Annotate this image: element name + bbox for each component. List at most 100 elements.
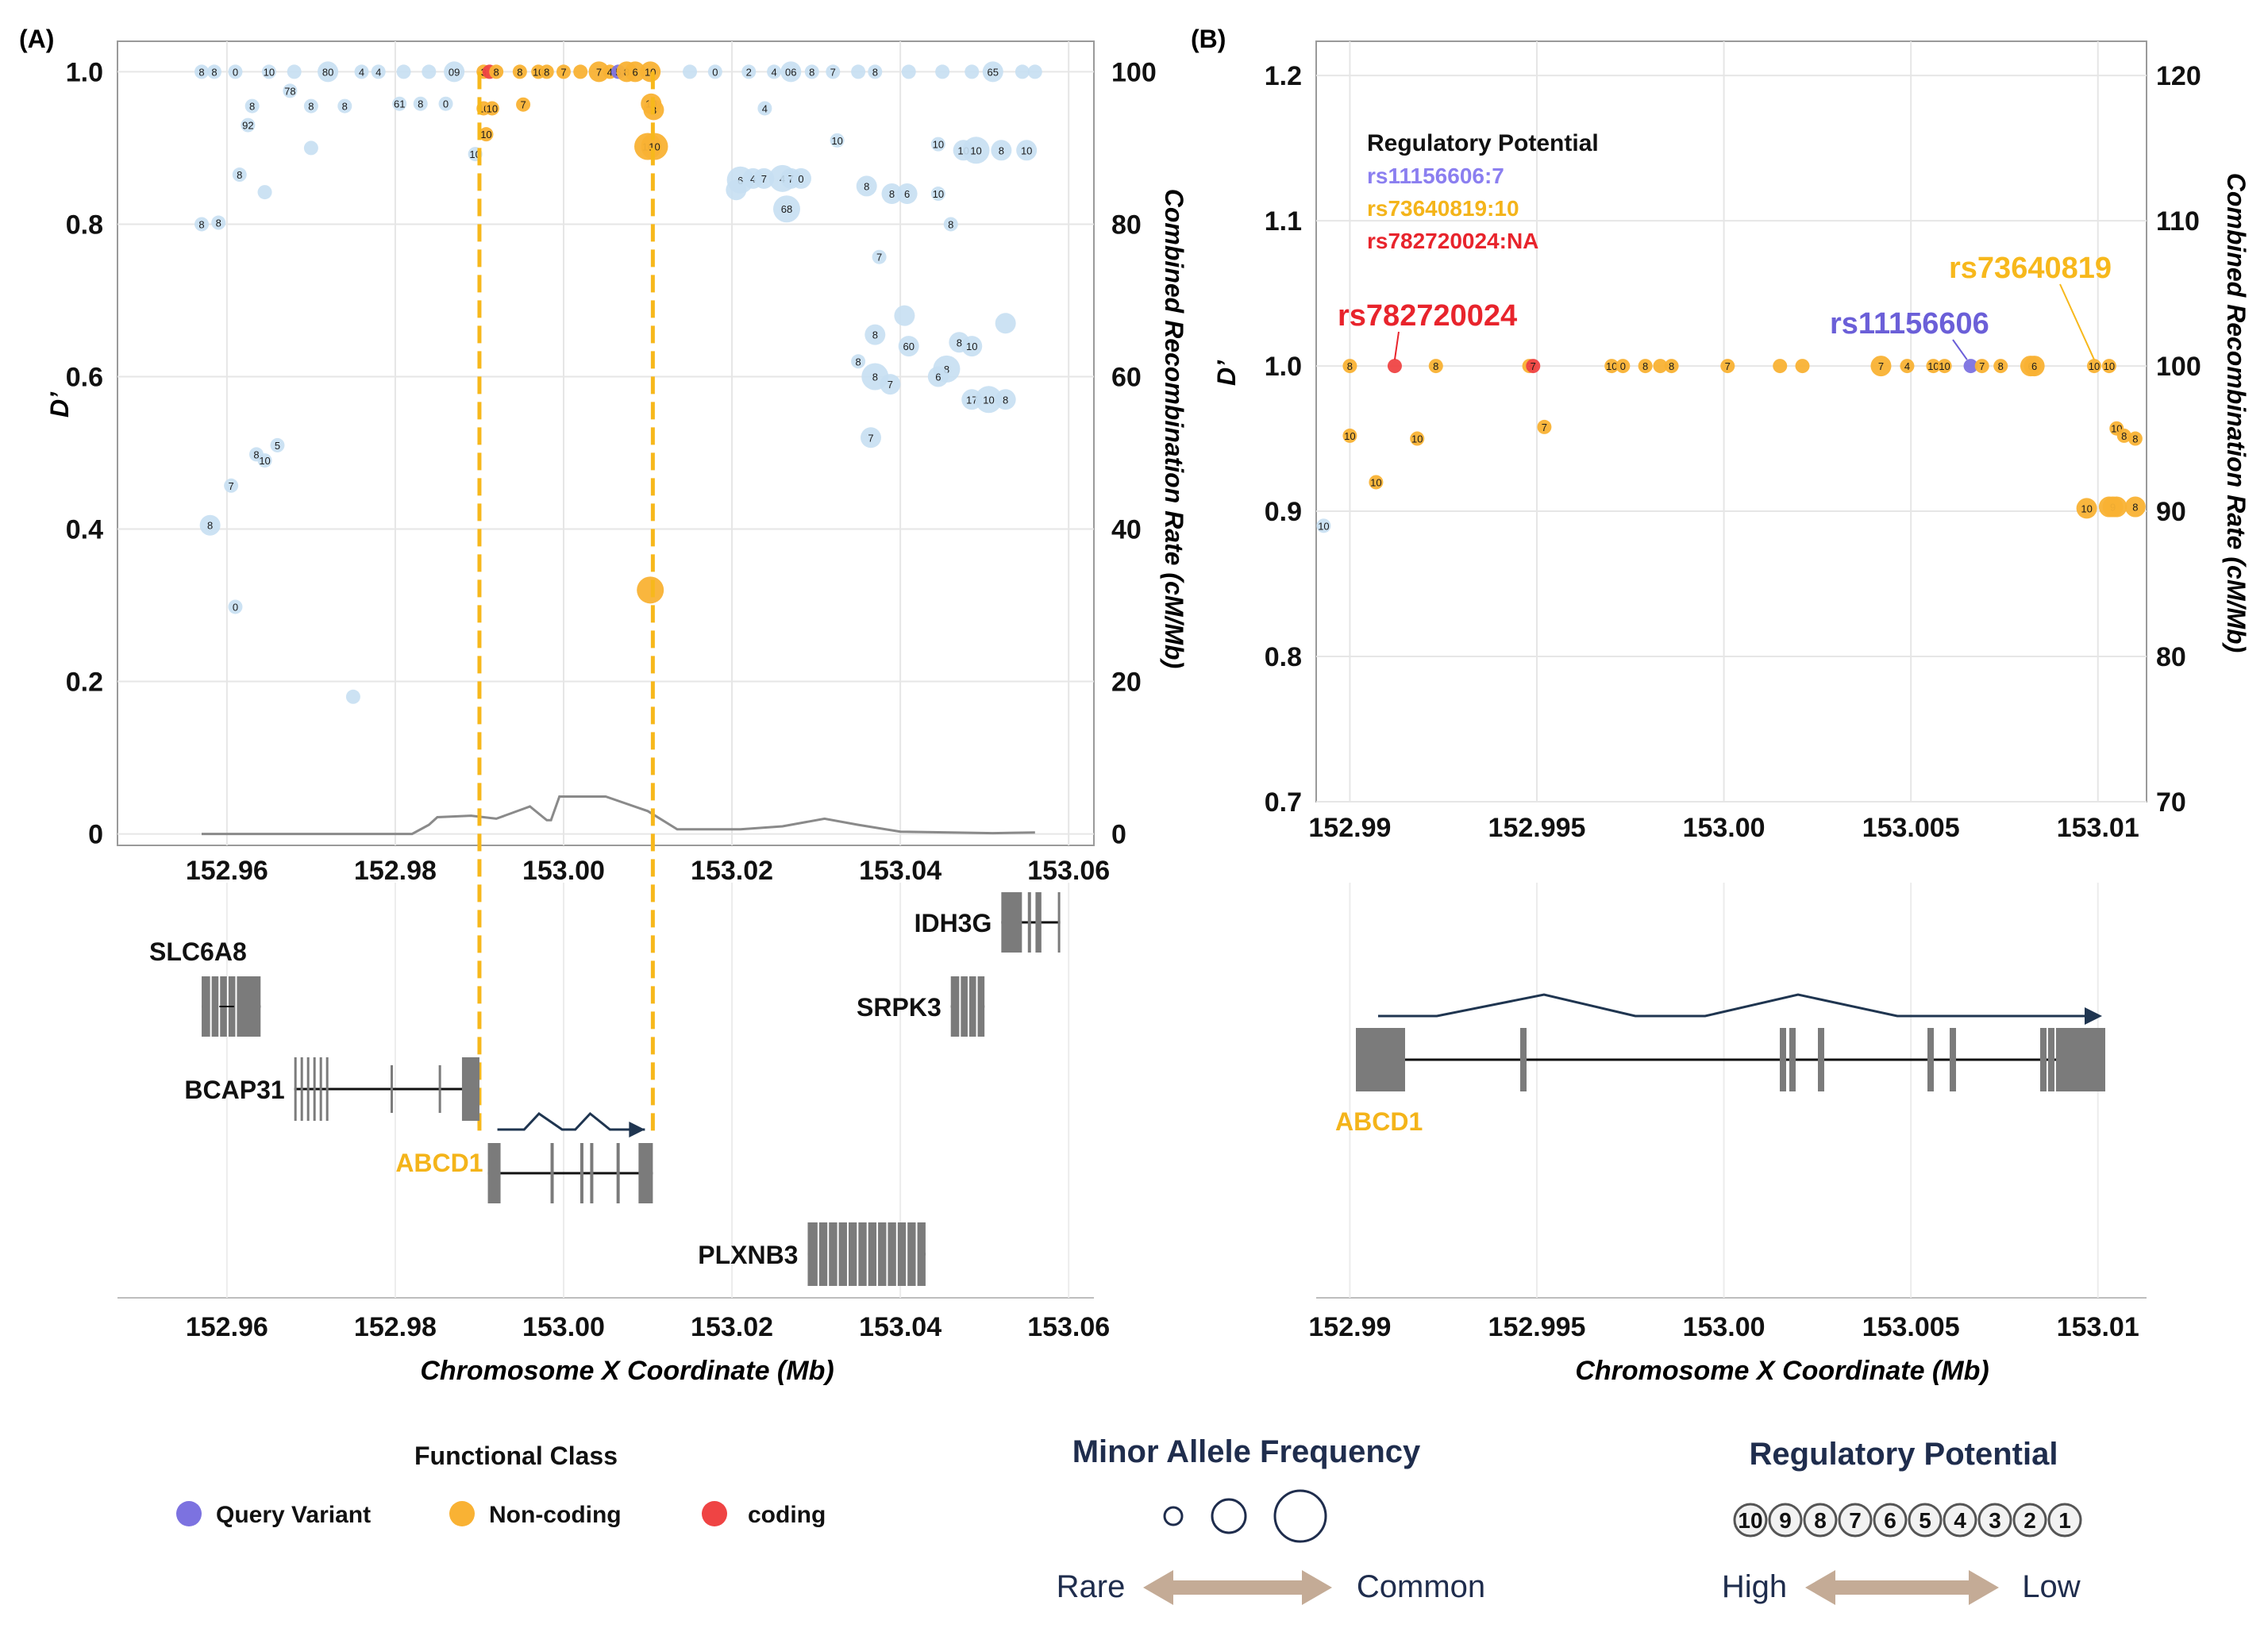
panel-b-y2-tick-label: 80 bbox=[2156, 642, 2186, 672]
panel-b-point-label: 10 bbox=[1606, 360, 1617, 372]
regulatory-line-query: rs11156606:7 bbox=[1367, 164, 1504, 188]
panel-b-point-label: 4 bbox=[1904, 360, 1910, 372]
gene-srpk3-label: SRPK3 bbox=[857, 993, 941, 1022]
panel-a-point-light bbox=[257, 185, 272, 200]
panel-a-point-noncoding bbox=[573, 64, 588, 79]
reg-scale-circle bbox=[1803, 1503, 1838, 1538]
gene-abcd1-exon bbox=[616, 1143, 620, 1203]
panel-b-point-label: 10 bbox=[1370, 476, 1381, 488]
regulatory-line-noncoding: rs73640819:10 bbox=[1367, 196, 1519, 221]
panel-a-point-light bbox=[753, 167, 775, 189]
panel-b-annotation-leader bbox=[1393, 331, 1400, 360]
panel-b-point-query bbox=[1963, 359, 1978, 374]
panel-b-y2-tick-label: 110 bbox=[2156, 206, 2200, 237]
panel-b-point-noncoding bbox=[1795, 359, 1810, 374]
gene-slc6a8-intron-gap bbox=[235, 976, 237, 1037]
panel-a-point-light bbox=[1027, 64, 1042, 79]
panel-b-y-tick-label: 1.1 bbox=[1265, 206, 1302, 237]
panel-b-point-noncoding bbox=[2106, 496, 2127, 518]
panel-b-point-noncoding bbox=[1870, 356, 1892, 377]
panel-a-point-label: 7 bbox=[830, 66, 836, 78]
gene-bcap31-exon bbox=[390, 1065, 393, 1113]
panel-a-point-label: 4 bbox=[762, 102, 768, 114]
panel-b-point-noncoding bbox=[2124, 496, 2146, 518]
panel-a-point-label: 8 bbox=[211, 66, 217, 78]
panel-a-point-label: 6 bbox=[904, 188, 910, 200]
panel-b-point-noncoding bbox=[2087, 359, 2102, 374]
panel-b-point-noncoding bbox=[1369, 475, 1384, 490]
panel-a-point-label: 6 bbox=[935, 371, 941, 383]
panel-a-y2-axis-title: Combined Recombination Rate (cM/Mb) bbox=[1160, 189, 1188, 668]
panel-b-x-tick-label: 153.00 bbox=[1683, 813, 1765, 843]
panel-a-y-tick-label: 0 bbox=[88, 820, 103, 850]
panel-a-point-light bbox=[791, 167, 811, 189]
panel-a-point-label: 06 bbox=[785, 66, 796, 78]
panel-a-point-light bbox=[199, 514, 221, 536]
panel-a-point-label: 8 bbox=[198, 218, 204, 230]
panel-a-point-label: 0 bbox=[233, 601, 238, 613]
panel-a-right-ticks: 0 20 40 60 80 100 bbox=[1111, 57, 1157, 849]
panel-a-x-tick-label: 153.02 bbox=[691, 856, 773, 886]
panel-a-point-label: 0 bbox=[798, 173, 803, 185]
panel-a-point-light bbox=[1015, 64, 1030, 79]
reg-scale-value: 10 bbox=[1738, 1508, 1762, 1533]
gene-plxnb3-intron-gap bbox=[827, 1222, 830, 1286]
maf-common-label: Common bbox=[1357, 1569, 1485, 1604]
reg-scale-circle bbox=[1873, 1503, 1908, 1538]
panel-a-point-light bbox=[245, 98, 260, 114]
panel-a-x-tick-label-bottom: 153.00 bbox=[522, 1312, 605, 1342]
panel-a-x-tick-label-bottom: 152.98 bbox=[354, 1312, 437, 1342]
reg-scale-value: 4 bbox=[1954, 1508, 1966, 1533]
panel-a-y-tick-label: 0.4 bbox=[66, 515, 103, 545]
panel-a-point-light bbox=[396, 64, 411, 79]
gene-plxnb3-intron-gap bbox=[817, 1222, 819, 1286]
panel-a-point-label: 0 bbox=[233, 66, 238, 78]
panel-a-point-label: 8 bbox=[1003, 394, 1008, 406]
panel-a-point-light bbox=[995, 389, 1016, 410]
panel-a-point-label: 65 bbox=[988, 66, 999, 78]
gene-srpk3-intron-gap bbox=[959, 976, 961, 1037]
panel-a-gene-track: SLC6A8 BCAP31 ABCD1 PLXNB3 IDH3G SRPK3 bbox=[149, 892, 1061, 1286]
panel-b-x-tick-label-bottom: 153.00 bbox=[1683, 1312, 1765, 1342]
panel-a-y2-tick-label: 0 bbox=[1111, 820, 1126, 850]
panel-b-y-tick-label: 1.2 bbox=[1265, 61, 1302, 91]
reg-double-arrow bbox=[1805, 1570, 1999, 1605]
panel-a-point-label: 10 bbox=[487, 102, 498, 114]
panel-a-point-label: 7 bbox=[560, 66, 566, 78]
panel-a-point-light bbox=[861, 427, 882, 448]
panel-a-point-light bbox=[211, 215, 226, 230]
panel-a-point-label: 10 bbox=[970, 144, 981, 156]
panel-b-points: 8837100887741010786610101010710101088109… bbox=[1316, 356, 2146, 533]
panel-a-x-ticks-top: 152.96 152.98 153.00 153.02 153.04 153.06 bbox=[186, 856, 1110, 886]
gene-idh3g-exon bbox=[1001, 892, 1022, 953]
panel-a-point-label: 61 bbox=[394, 98, 405, 110]
panel-a-point-label: 8 bbox=[948, 218, 953, 230]
gene-plxnb3-intron-gap bbox=[886, 1222, 888, 1286]
panel-b-point-noncoding bbox=[2023, 356, 2045, 377]
gene-idh3g-exon bbox=[1035, 892, 1042, 953]
reg-high-label: High bbox=[1722, 1569, 1787, 1604]
panel-b-x-tick-label: 152.99 bbox=[1308, 813, 1391, 843]
coding-label: coding bbox=[748, 1502, 826, 1528]
panel-a-point-label: 10 bbox=[831, 135, 842, 147]
panel-a-point-label: 10 bbox=[966, 341, 977, 352]
panel-a-y2-tick-label: 80 bbox=[1111, 210, 1142, 240]
panel-b-gene-gridlines bbox=[1349, 883, 2099, 1298]
panel-b-point-label: 10 bbox=[2089, 360, 2100, 372]
panel-a-point-label: 8 bbox=[207, 520, 213, 532]
panel-b-point-label: 7 bbox=[1542, 421, 1547, 433]
panel-a-point-light bbox=[287, 64, 302, 79]
panel-b-gene-exon bbox=[1789, 1028, 1796, 1091]
panel-a-point-label: 8 bbox=[198, 66, 204, 78]
panel-a-point-light bbox=[757, 101, 772, 116]
panel-a-point-light bbox=[930, 137, 945, 152]
panel-a-x-tick-label: 153.00 bbox=[522, 856, 605, 886]
gene-abcd1-transcript-arrow bbox=[497, 1111, 645, 1131]
gene-abcd1-exon bbox=[487, 1143, 501, 1203]
panel-a-point-light bbox=[927, 366, 949, 387]
panel-b-annotation-rs73640819: rs73640819 bbox=[1949, 252, 2112, 285]
panel-a-point-noncoding bbox=[489, 64, 504, 79]
panel-a-point-label: 60 bbox=[903, 341, 914, 352]
panel-a-point-label: 10 bbox=[480, 129, 491, 140]
